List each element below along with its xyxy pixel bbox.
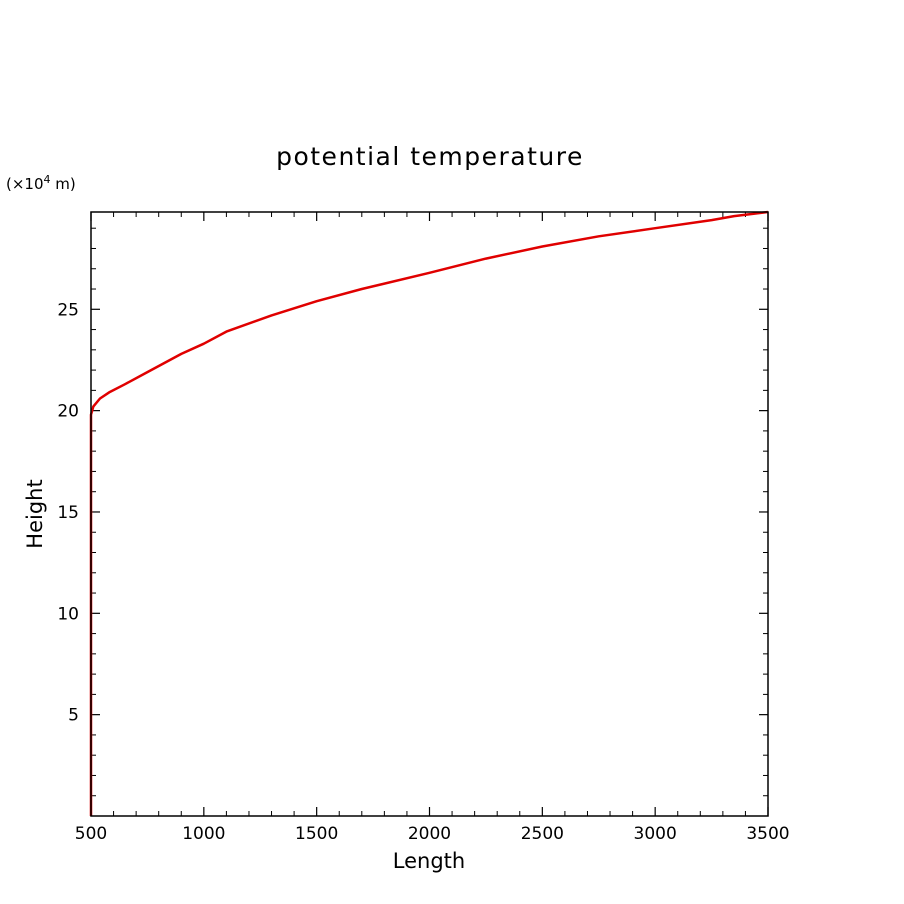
y-unit-label: (×104 m) xyxy=(6,173,76,193)
plot-frame xyxy=(90,211,769,817)
y-tick-label: 20 xyxy=(57,402,79,422)
x-tick-label: 3000 xyxy=(634,824,677,844)
x-tick-label: 2000 xyxy=(408,824,451,844)
tick-labels: 500 1000 1500 2000 2500 3000 3500 5 10 15 20 25 xyxy=(57,300,789,844)
y-tick-label: 15 xyxy=(57,503,79,523)
chart-title: potential temperature xyxy=(276,142,584,171)
x-tick-label: 1500 xyxy=(295,824,338,844)
y-tick-label: 5 xyxy=(68,706,79,726)
x-tick-label: 3500 xyxy=(746,824,789,844)
series-line xyxy=(89,210,769,816)
x-tick-label: 1000 xyxy=(182,824,225,844)
x-tick-label: 2500 xyxy=(521,824,564,844)
y-axis-label: Height xyxy=(23,479,47,548)
x-axis-label: Length xyxy=(393,849,465,873)
x-tick-label: 500 xyxy=(75,824,107,844)
y-tick-label: 25 xyxy=(57,300,79,320)
series-group xyxy=(89,210,769,816)
y-tick-label: 10 xyxy=(57,604,79,624)
axis-ticks xyxy=(90,212,769,816)
